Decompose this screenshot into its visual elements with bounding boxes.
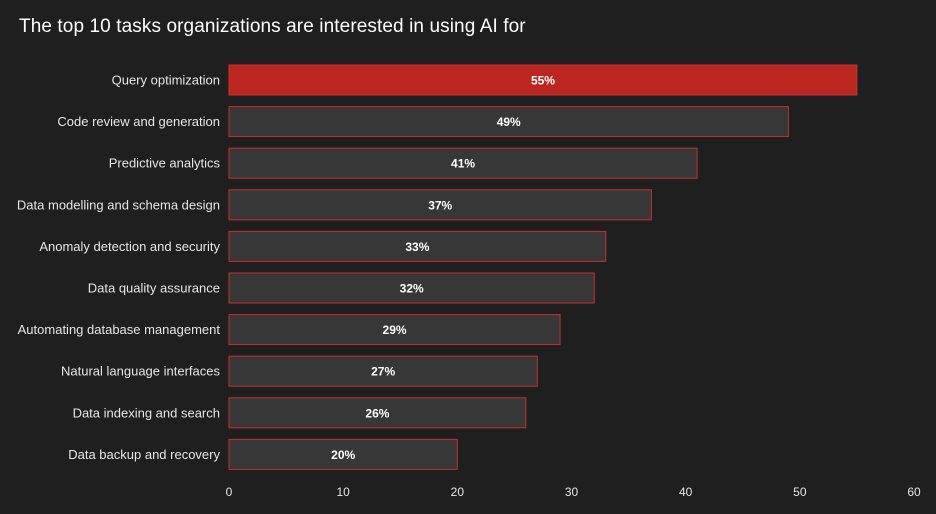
- category-label: Data indexing and search: [73, 405, 220, 420]
- category-label: Data quality assurance: [88, 281, 220, 296]
- value-label: 20%: [331, 448, 355, 462]
- x-tick-label: 10: [336, 485, 350, 499]
- category-label: Predictive analytics: [109, 156, 221, 171]
- bar: [228, 230, 607, 262]
- value-label: 55%: [531, 74, 555, 88]
- x-tick-label: 40: [679, 485, 693, 499]
- bar: [228, 106, 789, 138]
- value-label: 29%: [383, 323, 407, 337]
- category-label: Natural language interfaces: [61, 364, 220, 379]
- value-label: 41%: [451, 157, 475, 171]
- category-label: Data backup and recovery: [68, 447, 220, 462]
- value-label: 49%: [497, 115, 521, 129]
- bar: [228, 355, 538, 387]
- bar: [228, 438, 458, 470]
- bar: [228, 64, 858, 96]
- value-label: 26%: [365, 406, 389, 420]
- category-label: Anomaly detection and security: [39, 239, 220, 254]
- bar: [228, 272, 595, 304]
- x-tick-label: 50: [793, 485, 807, 499]
- category-label: Code review and generation: [57, 114, 220, 129]
- bar: [228, 314, 561, 346]
- bar: [228, 147, 698, 179]
- bar: [228, 397, 527, 429]
- x-tick-label: 0: [226, 485, 233, 499]
- bar: [228, 189, 652, 221]
- x-tick-label: 30: [565, 485, 579, 499]
- category-label: Automating database management: [18, 322, 221, 337]
- value-label: 33%: [405, 240, 429, 254]
- chart-title: The top 10 tasks organizations are inter…: [19, 16, 526, 37]
- value-label: 37%: [428, 198, 452, 212]
- category-label: Data modelling and schema design: [17, 197, 220, 212]
- x-tick-label: 20: [451, 485, 465, 499]
- value-label: 32%: [400, 282, 424, 296]
- value-label: 27%: [371, 365, 395, 379]
- x-tick-label: 60: [907, 485, 921, 499]
- category-label: Query optimization: [112, 73, 220, 88]
